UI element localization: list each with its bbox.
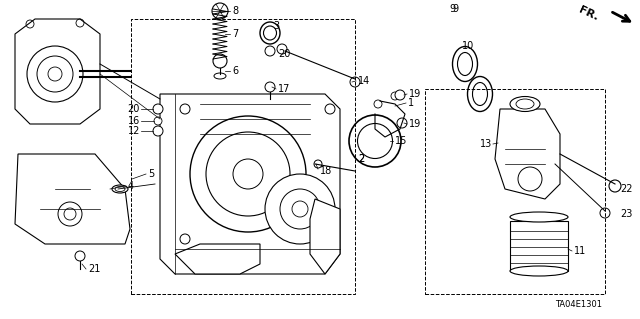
Text: 4: 4	[128, 181, 134, 191]
Text: FR.: FR.	[577, 5, 600, 23]
Ellipse shape	[452, 47, 477, 81]
Circle shape	[277, 44, 287, 54]
Ellipse shape	[214, 73, 226, 79]
Polygon shape	[495, 109, 560, 199]
Circle shape	[206, 132, 290, 216]
Text: 15: 15	[395, 136, 408, 146]
Ellipse shape	[349, 115, 401, 167]
Polygon shape	[15, 154, 130, 244]
Ellipse shape	[115, 187, 125, 191]
Text: 11: 11	[574, 246, 586, 256]
Ellipse shape	[467, 77, 493, 112]
Circle shape	[180, 104, 190, 114]
Text: 5: 5	[148, 169, 154, 179]
Circle shape	[233, 159, 263, 189]
Circle shape	[609, 180, 621, 192]
Text: 23: 23	[620, 209, 632, 219]
Text: 18: 18	[320, 166, 332, 176]
Ellipse shape	[112, 185, 128, 193]
Circle shape	[265, 46, 275, 56]
Circle shape	[153, 104, 163, 114]
Text: 21: 21	[88, 264, 100, 274]
Circle shape	[374, 100, 382, 108]
Polygon shape	[160, 94, 340, 274]
Text: 6: 6	[232, 66, 238, 76]
Text: 20: 20	[278, 49, 291, 59]
Circle shape	[212, 3, 228, 19]
Ellipse shape	[516, 99, 534, 109]
Circle shape	[213, 54, 227, 68]
Circle shape	[37, 56, 73, 92]
Text: 16: 16	[128, 116, 140, 126]
Polygon shape	[175, 244, 260, 274]
Circle shape	[391, 92, 399, 100]
Ellipse shape	[358, 123, 392, 159]
Text: 14: 14	[358, 76, 371, 86]
Text: 2: 2	[358, 154, 364, 164]
Text: 19: 19	[409, 89, 421, 99]
Text: 8: 8	[232, 6, 238, 16]
Circle shape	[180, 234, 190, 244]
Text: 9: 9	[452, 4, 458, 14]
Text: 1: 1	[408, 98, 414, 108]
Text: 2: 2	[358, 154, 364, 164]
Circle shape	[350, 77, 360, 87]
Text: 12: 12	[127, 126, 140, 136]
Circle shape	[265, 174, 335, 244]
Circle shape	[280, 189, 320, 229]
Bar	[510, 221, 568, 271]
Text: 10: 10	[462, 41, 474, 51]
Polygon shape	[15, 19, 100, 124]
Text: 22: 22	[620, 184, 632, 194]
Ellipse shape	[260, 22, 280, 44]
Circle shape	[325, 234, 335, 244]
Circle shape	[325, 104, 335, 114]
Circle shape	[395, 90, 405, 100]
Text: 9: 9	[449, 4, 455, 14]
Text: 19: 19	[409, 119, 421, 129]
Ellipse shape	[510, 212, 568, 222]
Ellipse shape	[264, 26, 276, 40]
Bar	[498, 135, 518, 147]
Circle shape	[265, 82, 275, 92]
Text: 20: 20	[127, 104, 140, 114]
Circle shape	[153, 126, 163, 136]
Circle shape	[397, 118, 407, 128]
Circle shape	[600, 208, 610, 218]
Ellipse shape	[510, 266, 568, 276]
Polygon shape	[310, 199, 340, 274]
Text: 7: 7	[232, 29, 238, 39]
Circle shape	[504, 137, 512, 145]
Text: 17: 17	[278, 84, 291, 94]
Circle shape	[314, 160, 322, 168]
Circle shape	[154, 117, 162, 125]
Circle shape	[292, 201, 308, 217]
Text: TA04E1301: TA04E1301	[555, 300, 602, 309]
Circle shape	[48, 67, 62, 81]
Text: 13: 13	[480, 139, 492, 149]
Text: 3: 3	[273, 21, 279, 31]
Ellipse shape	[472, 83, 488, 106]
Ellipse shape	[510, 97, 540, 112]
Circle shape	[190, 116, 306, 232]
Circle shape	[27, 46, 83, 102]
Ellipse shape	[458, 53, 472, 76]
